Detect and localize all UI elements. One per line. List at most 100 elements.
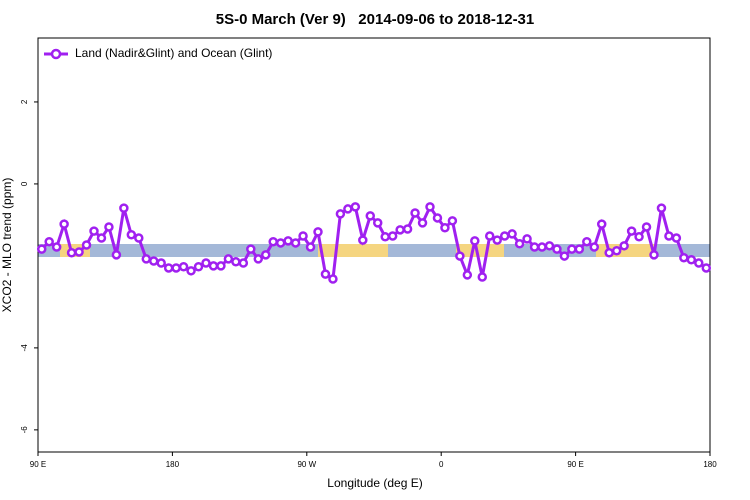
data-point bbox=[604, 248, 614, 258]
data-point bbox=[372, 218, 383, 228]
data-point bbox=[89, 226, 99, 236]
data-point bbox=[387, 231, 398, 241]
x-axis-label: Longitude (deg E) bbox=[327, 476, 422, 490]
data-point bbox=[694, 258, 704, 268]
legend-marker bbox=[50, 48, 62, 60]
data-point bbox=[216, 261, 226, 271]
data-point bbox=[119, 203, 129, 213]
data-point bbox=[499, 231, 510, 241]
data-point bbox=[544, 241, 555, 251]
y-tick-label: 2 bbox=[20, 99, 29, 104]
land-band bbox=[456, 244, 504, 257]
data-point bbox=[619, 241, 629, 251]
data-point bbox=[365, 211, 376, 221]
data-point bbox=[305, 242, 316, 252]
data-point bbox=[343, 204, 353, 214]
data-point bbox=[574, 244, 585, 254]
data-point bbox=[559, 251, 570, 261]
data-point bbox=[417, 218, 428, 228]
land-band bbox=[318, 244, 388, 257]
data-point bbox=[432, 213, 443, 223]
data-point bbox=[36, 244, 47, 254]
data-point bbox=[671, 233, 682, 243]
data-point bbox=[596, 219, 607, 229]
data-point bbox=[134, 233, 144, 243]
data-point bbox=[335, 209, 346, 219]
data-point bbox=[186, 266, 196, 276]
data-point bbox=[634, 232, 644, 242]
data-point bbox=[529, 242, 540, 252]
data-point bbox=[81, 240, 92, 250]
data-point bbox=[686, 255, 697, 265]
data-point bbox=[447, 216, 458, 226]
data-point bbox=[484, 231, 495, 241]
x-tick-label: 90 W bbox=[297, 460, 316, 469]
data-point bbox=[514, 239, 525, 249]
data-point bbox=[320, 269, 331, 279]
data-point bbox=[171, 263, 181, 273]
data-point bbox=[156, 258, 166, 268]
data-point bbox=[611, 245, 622, 256]
data-point bbox=[626, 226, 637, 236]
y-tick-label: 0 bbox=[20, 181, 29, 186]
data-point bbox=[641, 222, 652, 232]
data-point bbox=[410, 208, 420, 218]
data-point bbox=[268, 236, 278, 247]
data-point bbox=[507, 229, 517, 239]
data-point bbox=[290, 238, 301, 248]
data-point bbox=[141, 254, 152, 264]
data-point bbox=[552, 244, 562, 254]
chart-title: 5S-0 March (Ver 9) 2014-09-06 to 2018-12… bbox=[216, 11, 535, 28]
data-point bbox=[462, 270, 473, 280]
plot-frame bbox=[37, 37, 711, 453]
data-point bbox=[178, 261, 189, 272]
data-point bbox=[163, 263, 174, 273]
data-point bbox=[358, 235, 368, 245]
data-point bbox=[104, 222, 114, 232]
data-point bbox=[126, 230, 137, 240]
data-point bbox=[380, 232, 390, 242]
data-point bbox=[260, 250, 271, 260]
y-axis-label: XCO2 - MLO trend (ppm) bbox=[0, 178, 14, 313]
y-tick-label: -4 bbox=[20, 344, 29, 352]
data-point bbox=[59, 219, 69, 229]
data-point bbox=[350, 202, 361, 212]
data-point bbox=[231, 257, 241, 267]
data-point bbox=[96, 233, 107, 243]
data-point bbox=[649, 250, 659, 260]
data-point bbox=[664, 231, 674, 241]
data-point bbox=[238, 258, 249, 268]
data-point bbox=[74, 247, 84, 257]
data-point bbox=[679, 252, 689, 263]
data-point bbox=[395, 225, 405, 235]
data-point bbox=[477, 272, 488, 282]
data-point bbox=[66, 248, 77, 258]
x-tick-label: 180 bbox=[703, 460, 717, 469]
data-point bbox=[701, 263, 712, 273]
data-point bbox=[246, 244, 256, 254]
data-point bbox=[455, 251, 465, 261]
data-point bbox=[148, 256, 159, 266]
data-point bbox=[589, 242, 600, 252]
data-point bbox=[111, 250, 122, 260]
x-tick-label: 90 E bbox=[30, 460, 46, 469]
data-point bbox=[537, 242, 547, 252]
data-point bbox=[253, 254, 264, 264]
x-tick-label: 180 bbox=[166, 460, 180, 469]
y-tick-label: -6 bbox=[20, 426, 29, 434]
data-point bbox=[193, 261, 204, 272]
data-point bbox=[283, 236, 293, 246]
data-point bbox=[275, 238, 286, 248]
data-point bbox=[44, 236, 54, 247]
data-point bbox=[208, 261, 219, 271]
data-point bbox=[201, 258, 211, 268]
data-point bbox=[492, 235, 502, 245]
data-point bbox=[223, 254, 234, 264]
legend-label: Land (Nadir&Glint) and Ocean (Glint) bbox=[75, 46, 272, 60]
x-tick-label: 0 bbox=[439, 460, 444, 469]
data-point bbox=[425, 202, 435, 212]
data-point bbox=[582, 236, 592, 247]
data-point bbox=[298, 231, 308, 241]
data-point bbox=[470, 236, 480, 246]
